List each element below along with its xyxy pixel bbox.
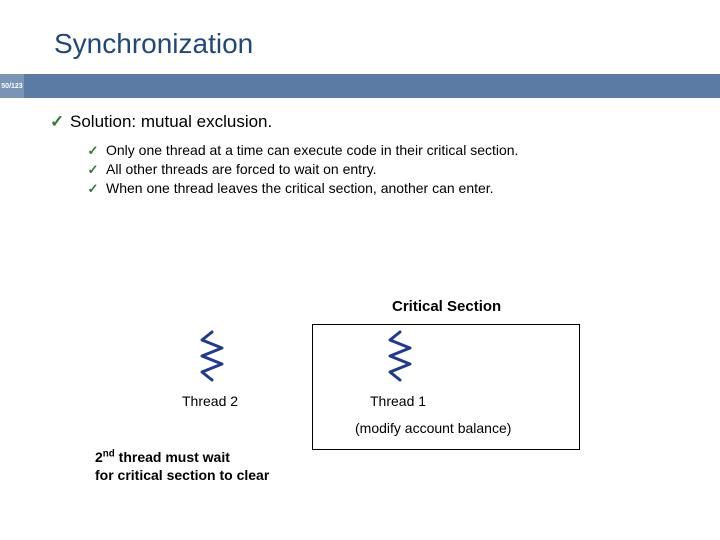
diagram: Critical Section Thread 2 Thread 1 (modi… <box>0 280 720 520</box>
check-icon: ✓ <box>86 143 100 159</box>
bullet-sub: ✓ All other threads are forced to wait on… <box>86 161 690 178</box>
wait-label: 2nd thread must waitfor critical section… <box>95 448 269 484</box>
content-area: ✓ Solution: mutual exclusion. ✓ Only one t… <box>50 112 690 199</box>
thread-1-label: Thread 1 <box>370 393 426 409</box>
thread-2-zig-icon <box>198 330 226 384</box>
slide-title: Synchronization <box>54 28 253 60</box>
bullet-sub-text: When one thread leaves the critical sect… <box>106 180 494 196</box>
bullet-sub: ✓ Only one thread at a time can execute c… <box>86 142 690 159</box>
check-icon: ✓ <box>50 112 64 132</box>
bullet-sub-text: Only one thread at a time can execute co… <box>106 142 518 158</box>
page-badge-text: 50/123 <box>1 83 22 90</box>
header-bar <box>0 74 720 98</box>
check-icon: ✓ <box>86 181 100 197</box>
thread-2-label: Thread 2 <box>182 393 238 409</box>
slide: Synchronization 50/123 ✓ Solution: mutual… <box>0 0 720 540</box>
bullet-main-text: Solution: mutual exclusion. <box>70 112 272 131</box>
bullet-sub: ✓ When one thread leaves the critical sec… <box>86 180 690 197</box>
modify-label: (modify account balance) <box>355 420 511 436</box>
thread-1-zig-icon <box>386 330 414 384</box>
page-badge: 50/123 <box>0 74 24 98</box>
bullet-sub-text: All other threads are forced to wait on … <box>106 161 377 177</box>
critical-section-label: Critical Section <box>392 298 501 315</box>
check-icon: ✓ <box>86 162 100 178</box>
bullet-main: ✓ Solution: mutual exclusion. <box>50 112 690 132</box>
